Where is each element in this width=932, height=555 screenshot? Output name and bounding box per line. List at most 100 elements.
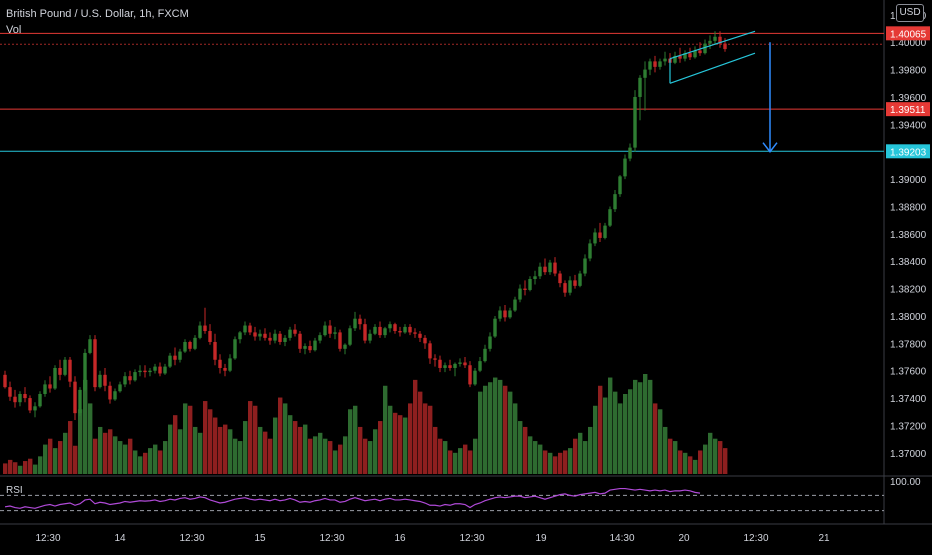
- candle-body: [253, 332, 257, 337]
- volume-bar: [158, 450, 163, 474]
- volume-bar: [28, 458, 33, 474]
- candle-body: [233, 339, 237, 359]
- volume-bar: [443, 441, 448, 474]
- candle-body: [93, 339, 97, 388]
- candle-body: [178, 351, 182, 360]
- volume-bar: [393, 412, 398, 474]
- price-tick-label: 1.39800: [890, 66, 927, 77]
- volume-bar: [483, 385, 488, 474]
- candle-body: [193, 337, 197, 349]
- volume-bar: [33, 464, 38, 474]
- volume-bar: [178, 429, 183, 474]
- candle-body: [198, 325, 202, 338]
- candle-body: [428, 343, 432, 359]
- candle-body: [718, 36, 722, 44]
- candle-body: [678, 55, 682, 59]
- candle-body: [313, 340, 317, 351]
- volume-bar: [603, 397, 608, 474]
- volume-bar: [348, 409, 353, 474]
- volume-bar: [613, 391, 618, 474]
- price-tick-label: 1.39600: [890, 93, 927, 104]
- volume-bar: [428, 405, 433, 474]
- candle-body: [128, 376, 132, 381]
- candle-body: [208, 331, 212, 342]
- volume-bar: [513, 403, 518, 474]
- candle-body: [308, 346, 312, 351]
- candle-body: [648, 61, 652, 70]
- volume-bar: [103, 432, 108, 474]
- candle-body: [38, 393, 42, 407]
- volume-bar: [703, 444, 708, 474]
- volume-bar: [353, 405, 358, 474]
- candle-body: [693, 50, 697, 58]
- volume-bar: [48, 438, 53, 474]
- currency-button[interactable]: USD: [896, 4, 924, 22]
- volume-bar: [78, 409, 83, 474]
- candle-body: [523, 288, 527, 290]
- candle-body: [383, 328, 387, 336]
- price-label-box: [886, 102, 930, 117]
- candle-body: [413, 332, 417, 334]
- candle-body: [713, 36, 717, 41]
- volume-bar: [203, 401, 208, 474]
- volume-bar: [273, 417, 278, 474]
- volume-bar: [293, 421, 298, 474]
- price-label-box: [886, 26, 930, 41]
- volume-bar: [368, 441, 373, 474]
- candle-body: [158, 366, 162, 374]
- volume-bar: [43, 444, 48, 474]
- volume-bar: [673, 441, 678, 474]
- candle-body: [588, 243, 592, 259]
- volume-bar: [163, 441, 168, 474]
- candle-body: [303, 346, 307, 349]
- price-tick-label: 1.37800: [890, 339, 927, 350]
- price-label-box: [886, 144, 930, 159]
- price-label-text: 1.39511: [890, 105, 926, 116]
- volume-bar: [8, 459, 13, 474]
- volume-bar: [593, 405, 598, 474]
- volume-bar: [108, 429, 113, 474]
- candle-body: [333, 332, 337, 334]
- candle-body: [448, 365, 452, 368]
- candle-body: [3, 374, 7, 388]
- volume-bar: [528, 436, 533, 474]
- symbol-title: British Pound / U.S. Dollar, 1h, FXCM: [6, 8, 189, 20]
- rsi-tick-label: 100.00: [890, 477, 921, 488]
- candle-body: [478, 361, 482, 371]
- candle-body: [343, 344, 347, 349]
- volume-bar: [468, 450, 473, 474]
- candle-body: [378, 326, 382, 336]
- candle-body: [243, 325, 247, 333]
- volume-bar: [143, 452, 148, 474]
- candle-body: [363, 324, 367, 341]
- price-tick-label: 1.37600: [890, 367, 927, 378]
- candle-body: [408, 326, 412, 333]
- candle-body: [73, 381, 77, 414]
- volume-bar: [213, 417, 218, 474]
- volume-label: Vol: [6, 24, 22, 36]
- price-label-text: 1.39203: [890, 147, 927, 158]
- candle-body: [543, 266, 547, 273]
- candle-body: [703, 43, 707, 54]
- price-tick-label: 1.37000: [890, 449, 927, 460]
- candle-body: [68, 359, 72, 382]
- volume-bar: [598, 385, 603, 474]
- volume-bar: [83, 379, 88, 474]
- volume-bar: [498, 379, 503, 474]
- candle-body: [528, 279, 532, 290]
- volume-bar: [373, 429, 378, 474]
- volume-bar: [188, 405, 193, 474]
- volume-bar: [713, 438, 718, 474]
- volume-bar: [503, 385, 508, 474]
- volume-bar: [423, 403, 428, 474]
- volume-bar: [658, 409, 663, 474]
- candle-body: [443, 365, 447, 368]
- volume-bar: [358, 426, 363, 474]
- candle-body: [658, 61, 662, 67]
- candle-body: [613, 194, 617, 210]
- volume-bar: [298, 426, 303, 474]
- candle-body: [453, 363, 457, 368]
- candle-body: [283, 337, 287, 342]
